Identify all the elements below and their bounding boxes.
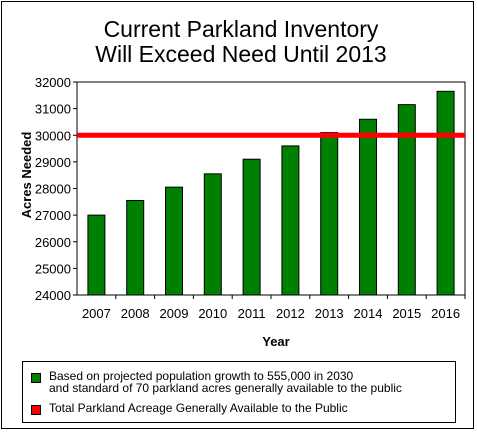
y-tick-label: 31000: [35, 102, 71, 117]
bar: [203, 173, 222, 296]
bar: [126, 199, 145, 296]
chart-title-line-2: Will Exceed Need Until 2013: [95, 41, 386, 67]
x-axis-title: Year: [262, 334, 289, 349]
legend-label-line: Total Parkland Acreage Generally Availab…: [49, 401, 348, 415]
legend: Based on projected population growth to …: [22, 361, 456, 423]
x-tick-label: 2008: [121, 306, 150, 321]
x-tick-label: 2011: [238, 306, 266, 321]
legend-item-bars: Based on projected population growth to …: [31, 370, 402, 394]
bar: [397, 104, 416, 296]
x-tick-label: 2014: [354, 306, 383, 321]
y-tick-label: 29000: [35, 155, 71, 170]
x-tick-label: 2016: [431, 306, 460, 321]
x-tick-label: 2009: [160, 306, 189, 321]
x-tick-label: 2015: [392, 306, 421, 321]
bar: [359, 118, 377, 296]
y-tick-label: 30000: [35, 128, 71, 143]
legend-swatch-green: [31, 373, 41, 383]
x-tick-label: 2012: [276, 306, 305, 321]
y-tick-label: 32000: [35, 75, 71, 90]
x-tick-label: 2007: [82, 306, 111, 321]
bar: [281, 145, 300, 296]
y-tick-label: 25000: [35, 261, 71, 276]
y-tick-label: 24000: [35, 288, 71, 303]
bar: [165, 186, 183, 296]
bar: [436, 90, 455, 296]
y-axis-title: Acres Needed: [19, 132, 34, 219]
plot-area: 24000 25000 26000 27000 28000 29000 30000 31000…: [35, 75, 466, 321]
y-tick-label: 27000: [35, 208, 71, 223]
legend-swatch-red: [31, 405, 41, 415]
bar: [87, 214, 106, 296]
x-tick-label: 2010: [198, 306, 227, 321]
bar: [320, 132, 339, 296]
legend-label-bars: Based on projected population growth to …: [49, 369, 402, 395]
chart-title-line-1: Current Parkland Inventory: [104, 16, 379, 42]
y-tick-label: 28000: [35, 182, 71, 197]
legend-item-line: Total Parkland Acreage Generally Availab…: [31, 402, 348, 415]
x-tick-label: 2013: [315, 306, 344, 321]
y-tick-label: 26000: [35, 235, 71, 250]
bar: [242, 158, 261, 296]
